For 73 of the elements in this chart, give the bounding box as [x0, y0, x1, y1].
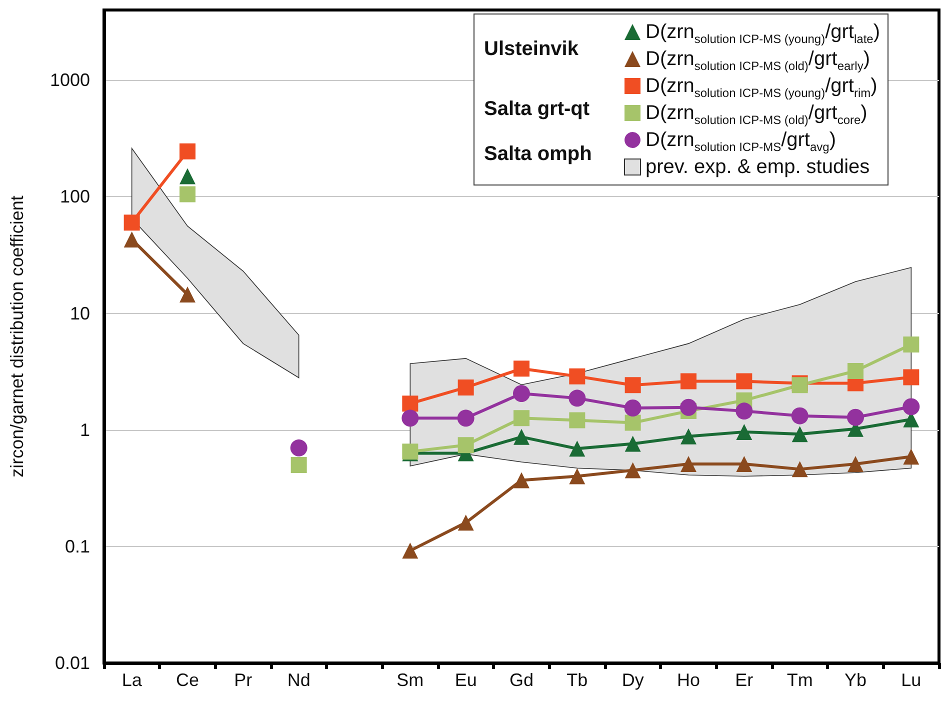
- point: [792, 426, 808, 442]
- annotation: Ulsteinvik: [484, 38, 580, 60]
- point: [458, 437, 474, 454]
- x-tick-label: Eu: [454, 670, 477, 690]
- y-axis-title: zircon/garnet distribution coefficient: [7, 196, 27, 478]
- x-tick-label: Tm: [786, 670, 813, 690]
- y-tick-label: 0.1: [64, 536, 90, 556]
- point: [624, 400, 642, 417]
- point: [736, 402, 753, 420]
- point: [402, 542, 418, 559]
- point: [458, 514, 474, 531]
- y-tick-label: 100: [60, 186, 90, 207]
- point: [514, 410, 530, 426]
- point: [458, 379, 474, 396]
- point: [736, 373, 752, 390]
- point: [680, 456, 696, 472]
- point: [903, 336, 920, 352]
- point: [290, 456, 307, 473]
- point: [290, 439, 308, 456]
- y-tick-label: 0.01: [54, 653, 90, 673]
- y-tick-label: 1: [80, 420, 90, 440]
- point: [180, 143, 196, 160]
- point: [180, 286, 196, 302]
- point: [736, 456, 752, 472]
- x-tick-label: Pr: [234, 670, 252, 690]
- point: [624, 436, 641, 452]
- x-tick-label: Dy: [622, 670, 644, 690]
- point: [513, 385, 530, 402]
- point: [180, 168, 196, 184]
- point: [124, 214, 140, 231]
- x-tick-label: Yb: [844, 670, 867, 690]
- point: [569, 440, 586, 457]
- point: [848, 362, 864, 379]
- point: [680, 398, 697, 416]
- point: [180, 186, 196, 202]
- point: [736, 424, 752, 440]
- x-tick-label: Tb: [566, 670, 588, 690]
- x-tick-label: Nd: [287, 670, 310, 690]
- x-tick-label: Lu: [901, 670, 922, 690]
- legend-label: prev. exp. & emp. studies: [646, 156, 870, 178]
- point: [791, 407, 808, 424]
- annotation: Salta grt-qt: [484, 98, 590, 120]
- x-tick-label: La: [122, 670, 143, 690]
- point: [624, 462, 641, 478]
- point: [624, 377, 641, 394]
- x-tick-label: Er: [735, 670, 754, 690]
- point: [402, 396, 418, 412]
- point: [514, 360, 530, 377]
- point: [903, 369, 920, 386]
- point: [902, 398, 920, 416]
- point: [124, 231, 140, 248]
- point: [569, 468, 586, 484]
- point: [903, 448, 920, 465]
- point: [457, 410, 474, 427]
- point: [847, 408, 864, 426]
- x-tick-label: Gd: [509, 670, 534, 690]
- point: [792, 461, 808, 478]
- point: [680, 373, 696, 390]
- x-tick-label: Sm: [396, 670, 424, 690]
- point: [569, 412, 586, 428]
- x-tick-label: Ce: [176, 670, 200, 690]
- point: [848, 456, 864, 472]
- point: [624, 414, 641, 431]
- y-tick-label: 1000: [50, 70, 90, 90]
- point: [680, 428, 696, 444]
- point: [568, 390, 586, 407]
- y-tick-label: 10: [70, 303, 90, 324]
- x-tick-label: Ho: [676, 670, 700, 690]
- point: [514, 472, 530, 488]
- annotation: Salta omph: [484, 143, 592, 165]
- point: [514, 428, 530, 445]
- point: [402, 410, 419, 427]
- point: [569, 368, 586, 384]
